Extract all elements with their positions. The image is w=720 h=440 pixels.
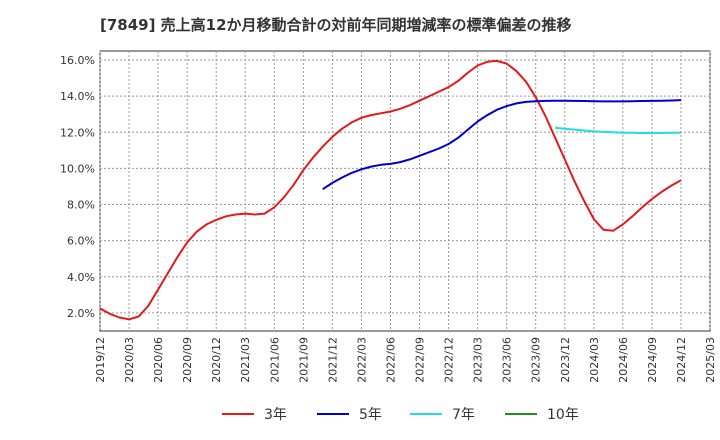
- x-tick-label: 2021/06: [268, 337, 281, 383]
- x-tick-label: 2021/12: [326, 337, 339, 383]
- y-tick-label: 14.0%: [60, 90, 95, 103]
- y-tick-label: 6.0%: [67, 235, 95, 248]
- x-tick-label: 2020/03: [123, 337, 136, 383]
- y-tick-label: 8.0%: [67, 199, 95, 212]
- x-tick-label: 2023/06: [501, 337, 514, 383]
- legend-label-3年: 3年: [264, 407, 287, 423]
- y-tick-label: 10.0%: [60, 162, 95, 175]
- x-tick-label: 2024/12: [675, 337, 688, 383]
- series-line-5年: [322, 99, 682, 191]
- x-tick-label: 2021/09: [297, 337, 310, 383]
- y-tick-label: 12.0%: [60, 126, 95, 139]
- plot-area: [99, 50, 711, 332]
- x-tick-label: 2021/03: [239, 337, 252, 383]
- x-tick-label: 2025/03: [704, 337, 717, 383]
- legend-label-10年: 10年: [547, 407, 579, 423]
- x-axis: 2019/12 2020/03 2020/06 2020/09 2020/12 2021/…: [94, 337, 717, 383]
- chart-title: [7849] 売上高12か月移動合計の対前年同期増減率の標準偏差の推移: [100, 16, 572, 34]
- x-tick-label: 2023/12: [559, 337, 572, 383]
- y-tick-label: 2.0%: [67, 307, 95, 320]
- x-tick-label: 2022/06: [384, 337, 397, 383]
- legend-label-7年: 7年: [452, 407, 475, 423]
- x-tick-label: 2022/03: [355, 337, 368, 383]
- x-tick-label: 2024/06: [617, 337, 630, 383]
- grid: [99, 51, 711, 331]
- x-tick-label: 2020/12: [210, 337, 223, 383]
- x-tick-label: 2024/09: [646, 337, 659, 383]
- x-tick-label: 2023/09: [530, 337, 543, 383]
- x-tick-label: 2020/09: [181, 337, 194, 383]
- x-tick-label: 2020/06: [152, 337, 165, 383]
- legend: 3年 5年 7年 10年: [222, 407, 579, 423]
- x-tick-label: 2024/03: [588, 337, 601, 383]
- series-lines: [99, 59, 682, 321]
- series-line-3年: [99, 59, 682, 321]
- y-tick-label: 4.0%: [67, 271, 95, 284]
- legend-label-5年: 5年: [359, 407, 382, 423]
- series-line-7年: [555, 126, 682, 134]
- x-tick-label: 2023/03: [472, 337, 485, 383]
- x-tick-label: 2022/12: [443, 337, 456, 383]
- y-tick-label: 16.0%: [60, 54, 95, 67]
- x-tick-label: 2019/12: [94, 337, 107, 383]
- x-tick-label: 2022/09: [414, 337, 427, 383]
- y-axis: 2.0% 4.0% 6.0% 8.0% 10.0% 12.0% 14.0% 16.0%: [60, 54, 95, 320]
